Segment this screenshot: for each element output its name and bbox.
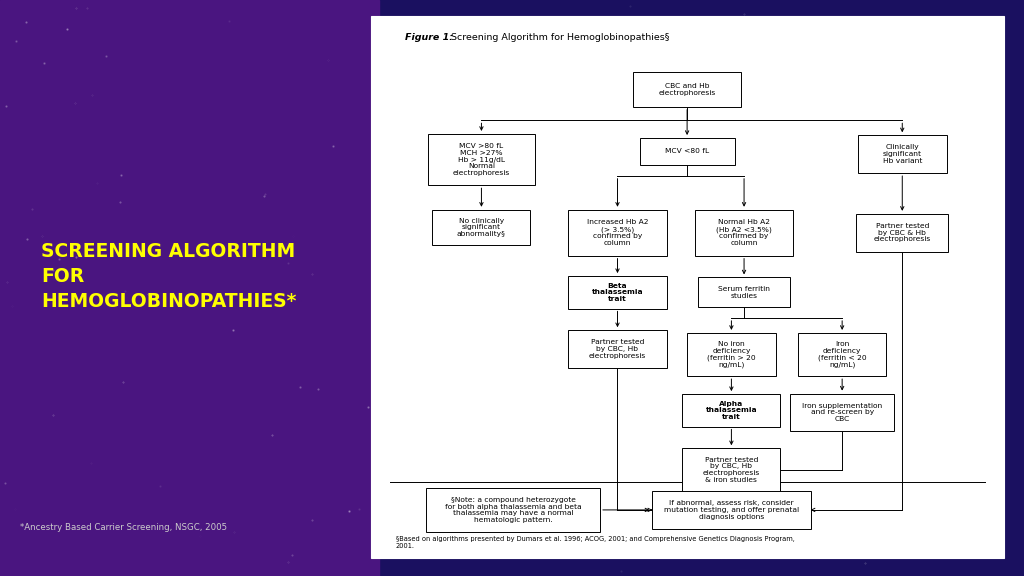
Bar [371, 16, 1004, 558]
Text: Screening Algorithm for Hemoglobinopathies§: Screening Algorithm for Hemoglobinopathi… [444, 33, 669, 42]
FancyBboxPatch shape [633, 71, 741, 107]
FancyBboxPatch shape [695, 210, 794, 256]
FancyBboxPatch shape [568, 210, 667, 256]
FancyBboxPatch shape [426, 488, 600, 532]
Text: Iron
deficiency
(ferritin < 20
ng/mL): Iron deficiency (ferritin < 20 ng/mL) [818, 341, 866, 368]
Text: §Note: a compound heterozygote
for both alpha thalassemia and beta
thalassemia m: §Note: a compound heterozygote for both … [444, 497, 582, 523]
Text: §Based on algorithms presented by Dumars et al. 1996; ACOG, 2001; and Comprehens: §Based on algorithms presented by Dumars… [396, 536, 795, 549]
Text: If abnormal, assess risk, consider
mutation testing, and offer prenatal
diagnosi: If abnormal, assess risk, consider mutat… [664, 500, 799, 520]
Text: Partner tested
by CBC, Hb
electrophoresis
& iron studies: Partner tested by CBC, Hb electrophoresi… [702, 457, 760, 483]
FancyBboxPatch shape [682, 394, 780, 427]
FancyBboxPatch shape [652, 491, 811, 529]
FancyBboxPatch shape [640, 138, 734, 165]
Text: Increased Hb A2
(> 3.5%)
confirmed by
column: Increased Hb A2 (> 3.5%) confirmed by co… [587, 219, 648, 246]
Text: Partner tested
by CBC & Hb
electrophoresis: Partner tested by CBC & Hb electrophores… [873, 223, 931, 242]
FancyBboxPatch shape [568, 276, 667, 309]
FancyBboxPatch shape [798, 333, 887, 376]
Text: MCV >80 fL
MCH >27%
Hb > 11g/dL
Normal
electrophoresis: MCV >80 fL MCH >27% Hb > 11g/dL Normal e… [453, 143, 510, 176]
Text: CBC and Hb
electrophoresis: CBC and Hb electrophoresis [658, 83, 716, 96]
Text: No iron
deficiency
(ferritin > 20
ng/mL): No iron deficiency (ferritin > 20 ng/mL) [708, 341, 756, 368]
Text: SCREENING ALGORITHM
FOR
HEMOGLOBINOPATHIES*: SCREENING ALGORITHM FOR HEMOGLOBINOPATHI… [41, 242, 296, 311]
Text: Normal Hb A2
(Hb A2 <3.5%)
confirmed by
column: Normal Hb A2 (Hb A2 <3.5%) confirmed by … [716, 219, 772, 246]
FancyBboxPatch shape [568, 330, 667, 368]
FancyBboxPatch shape [687, 333, 776, 376]
Bar [0, 0, 379, 576]
Text: No clinically
significant
abnormality§: No clinically significant abnormality§ [457, 218, 506, 237]
FancyBboxPatch shape [856, 214, 948, 252]
FancyBboxPatch shape [698, 278, 790, 307]
Text: Figure 1:: Figure 1: [406, 33, 454, 42]
FancyBboxPatch shape [790, 393, 894, 431]
Text: Serum ferritin
studies: Serum ferritin studies [718, 286, 770, 298]
Text: MCV <80 fL: MCV <80 fL [665, 149, 710, 154]
Text: Alpha
thalassemia
trait: Alpha thalassemia trait [706, 400, 757, 420]
FancyBboxPatch shape [858, 135, 946, 173]
Text: Beta
thalassemia
trait: Beta thalassemia trait [592, 282, 643, 302]
FancyBboxPatch shape [682, 448, 780, 491]
FancyBboxPatch shape [428, 134, 536, 185]
Text: Partner tested
by CBC, Hb
electrophoresis: Partner tested by CBC, Hb electrophoresi… [589, 339, 646, 359]
Text: Clinically
significant
Hb variant: Clinically significant Hb variant [883, 145, 922, 164]
FancyBboxPatch shape [432, 210, 530, 245]
Text: *Ancestry Based Carrier Screening, NSGC, 2005: *Ancestry Based Carrier Screening, NSGC,… [20, 522, 227, 532]
Text: Iron supplementation
and re-screen by
CBC: Iron supplementation and re-screen by CB… [802, 403, 883, 422]
